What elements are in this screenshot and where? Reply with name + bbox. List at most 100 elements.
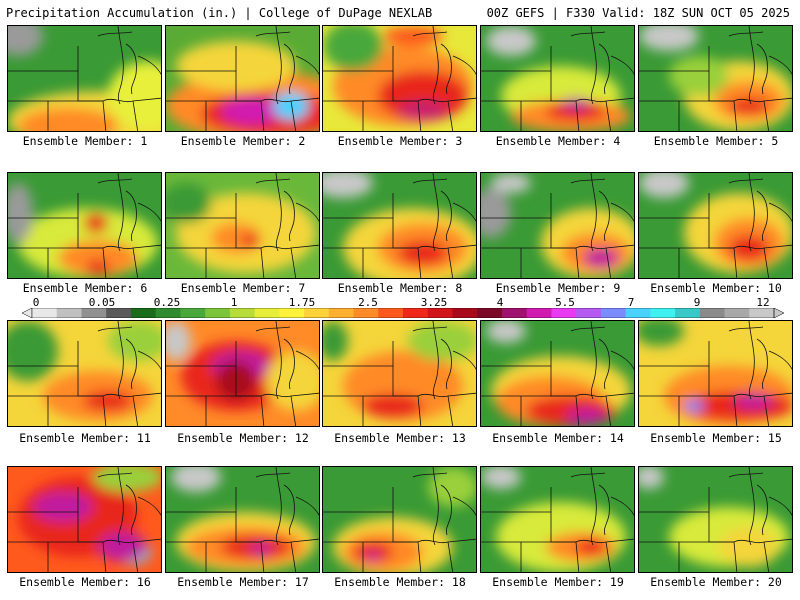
map-boundary xyxy=(605,100,612,131)
precip-blob xyxy=(365,552,381,562)
precip-blob xyxy=(669,56,729,96)
precip-blob xyxy=(108,61,161,131)
precip-blob xyxy=(639,173,689,198)
colorbar-segment xyxy=(279,308,305,318)
ensemble-member-label: Ensemble Member: 13 xyxy=(334,431,466,445)
map-boundary xyxy=(440,338,452,390)
precip-blob xyxy=(108,321,161,361)
ensemble-member-label: Ensemble Member: 14 xyxy=(492,431,624,445)
map-boundary xyxy=(392,366,422,426)
map-boundary xyxy=(295,55,319,75)
map-boundary xyxy=(125,190,137,242)
ensemble-member-label: Ensemble Member: 15 xyxy=(650,431,782,445)
colorbar-segment xyxy=(650,308,676,318)
map-boundary xyxy=(132,100,139,131)
map-boundary xyxy=(412,31,448,37)
map-boundary xyxy=(412,472,448,478)
colorbar-tick-label: 4 xyxy=(496,296,504,309)
map-boundary xyxy=(447,100,454,131)
map-boundary xyxy=(432,26,439,105)
colorbar-segment xyxy=(675,308,701,318)
colorbar-segment xyxy=(155,308,181,318)
precip-blob xyxy=(546,101,606,121)
precip-field xyxy=(8,467,161,572)
precip-field xyxy=(639,26,792,131)
colorbar-segment xyxy=(130,308,157,318)
colorbar-segment xyxy=(106,308,132,318)
precip-field xyxy=(8,173,161,278)
ensemble-member-label: Ensemble Member: 16 xyxy=(19,575,151,589)
colorbar-segment xyxy=(551,308,577,318)
ensemble-member-map xyxy=(480,320,635,427)
map-boundary xyxy=(570,472,606,478)
colorbar-tick-label: 0 xyxy=(32,296,40,309)
precip-blob xyxy=(486,26,536,56)
map-boundary xyxy=(283,190,295,242)
map-boundary xyxy=(768,496,792,516)
precip-blob xyxy=(8,183,33,243)
precip-field xyxy=(323,467,476,572)
map-boundary xyxy=(452,496,476,516)
ensemble-member-label: Ensemble Member: 11 xyxy=(19,431,151,445)
ensemble-member-label: Ensemble Member: 5 xyxy=(653,134,779,148)
map-boundary xyxy=(440,190,452,242)
map-boundary xyxy=(132,395,139,426)
colorbar-segment xyxy=(229,308,256,318)
map-boundary xyxy=(117,321,124,400)
map-boundary xyxy=(125,338,137,390)
map-boundary xyxy=(77,512,107,572)
ensemble-member-label: Ensemble Member: 9 xyxy=(495,281,621,295)
map-boundary xyxy=(235,366,265,426)
map-boundary xyxy=(290,541,297,572)
precip-blob xyxy=(486,321,526,343)
map-boundary xyxy=(728,472,764,478)
precip-blob xyxy=(84,213,108,233)
map-boundary xyxy=(756,190,768,242)
map-boundary xyxy=(295,202,319,222)
precip-blob xyxy=(684,400,704,412)
precip-blob xyxy=(639,321,684,346)
map-boundary xyxy=(440,484,452,536)
precip-field xyxy=(481,467,634,572)
precip-blob xyxy=(323,173,373,198)
precip-field xyxy=(8,26,161,131)
ensemble-member-label: Ensemble Member: 3 xyxy=(337,134,463,148)
precip-blob xyxy=(18,108,118,131)
ensemble-member-map xyxy=(7,172,162,279)
map-boundary xyxy=(756,43,768,95)
map-boundary xyxy=(283,338,295,390)
colorbar-segment xyxy=(526,308,552,318)
colorbar-segment xyxy=(180,308,206,318)
precip-field xyxy=(639,321,792,426)
precip-blob xyxy=(398,241,448,265)
colorbar-tick-label: 2.5 xyxy=(358,296,378,309)
map-boundary xyxy=(290,100,297,131)
map-boundary xyxy=(283,484,295,536)
map-boundary xyxy=(550,512,580,572)
map-boundary xyxy=(97,472,133,478)
map-boundary xyxy=(748,173,755,252)
map-boundary xyxy=(447,541,454,572)
precip-blob xyxy=(98,532,148,562)
map-boundary xyxy=(323,487,394,513)
colorbar-tick-label: 7 xyxy=(627,296,635,309)
map-boundary xyxy=(235,512,265,572)
colorbar-tick-label: 12 xyxy=(756,296,770,309)
map-boundary xyxy=(290,247,297,278)
map-boundary xyxy=(117,467,124,546)
precip-blob xyxy=(408,321,476,361)
map-boundary xyxy=(768,55,792,75)
precip-blob xyxy=(8,26,43,56)
colorbar-tick-label: 1.75 xyxy=(288,296,316,309)
map-boundary xyxy=(137,496,161,516)
ensemble-member-map xyxy=(7,320,162,427)
map-boundary xyxy=(708,71,738,131)
precip-field xyxy=(166,173,319,278)
map-boundary xyxy=(295,350,319,370)
colorbar-segment xyxy=(427,308,453,318)
colorbar-arrow-right xyxy=(773,308,784,318)
ensemble-member-map xyxy=(638,320,793,427)
precip-field xyxy=(323,26,476,131)
map-boundary xyxy=(748,321,755,400)
map-boundary xyxy=(137,202,161,222)
